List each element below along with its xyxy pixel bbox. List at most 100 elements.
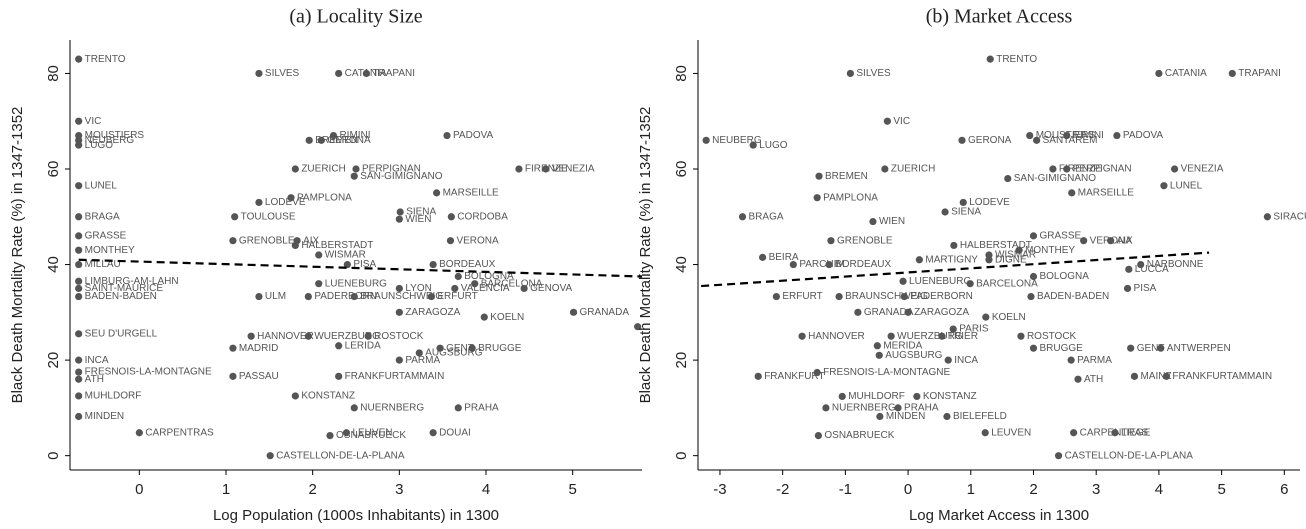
point-label: SILVES bbox=[856, 68, 891, 79]
point bbox=[887, 332, 895, 340]
point-label: LYON bbox=[405, 283, 432, 294]
point bbox=[515, 165, 523, 173]
point bbox=[75, 55, 83, 63]
x-tick-label: 3 bbox=[1092, 481, 1100, 498]
point-label: ULM bbox=[265, 291, 286, 302]
point-label: FIRENZE bbox=[1059, 164, 1102, 175]
point bbox=[814, 432, 823, 440]
point-label: VALENCIA bbox=[461, 283, 510, 294]
point-label: PISA bbox=[1134, 283, 1157, 294]
point-label: AUGSBURG bbox=[885, 350, 942, 361]
point-label: KONSTANZ bbox=[923, 391, 977, 402]
point bbox=[1063, 165, 1071, 173]
point bbox=[1063, 131, 1071, 140]
point bbox=[75, 292, 83, 301]
point bbox=[1029, 232, 1038, 240]
point-label: LEUVEN bbox=[352, 427, 392, 438]
point-label: LUGO bbox=[85, 140, 114, 151]
point-label: CATANIA bbox=[1165, 68, 1207, 79]
point-label: LIMBURG-AM-LAHN bbox=[85, 276, 179, 287]
point-label: TOULOUSE bbox=[241, 211, 296, 222]
point-label: VENEZIA bbox=[1181, 164, 1224, 175]
x-tick-label: 0 bbox=[135, 481, 143, 498]
x-tick-label: 1 bbox=[967, 481, 975, 498]
point bbox=[446, 237, 455, 245]
point bbox=[75, 182, 83, 190]
point bbox=[326, 432, 334, 440]
point bbox=[1107, 237, 1115, 245]
point bbox=[873, 342, 881, 350]
point-label: NUERNBERG bbox=[832, 403, 896, 414]
point-label: LUCCA bbox=[1135, 264, 1169, 275]
point bbox=[75, 260, 83, 269]
point-label: MONTHEY bbox=[1025, 245, 1075, 256]
point bbox=[291, 165, 299, 173]
point bbox=[471, 280, 479, 288]
point bbox=[1111, 429, 1119, 437]
point bbox=[427, 292, 435, 301]
point bbox=[395, 215, 403, 223]
x-tick-label: -3 bbox=[713, 481, 726, 498]
point bbox=[342, 429, 351, 437]
point-label: GRASSE bbox=[1039, 231, 1081, 242]
point-label: OSNABRUECK bbox=[824, 430, 894, 441]
point-label: INCA bbox=[954, 355, 978, 366]
point bbox=[1070, 429, 1078, 437]
point-label: MINDEN bbox=[85, 411, 124, 422]
point bbox=[1263, 213, 1271, 221]
point-label: MAINZ bbox=[1140, 371, 1171, 382]
point-label: CASTELLON-DE-LA-PLANA bbox=[276, 450, 405, 461]
point-label: SIENA bbox=[406, 207, 436, 218]
point-label: BREMEN bbox=[825, 171, 868, 182]
point bbox=[838, 392, 846, 401]
point bbox=[429, 260, 437, 269]
point bbox=[1027, 292, 1035, 301]
point bbox=[941, 208, 949, 216]
point-label: MILLAU bbox=[85, 259, 121, 270]
point-label: SIENA bbox=[951, 207, 981, 218]
point bbox=[1160, 182, 1168, 190]
point bbox=[1029, 272, 1038, 281]
point bbox=[317, 136, 325, 144]
point bbox=[291, 392, 299, 400]
point bbox=[1015, 246, 1023, 254]
point-label: SANTAREM bbox=[1043, 135, 1098, 146]
chart-title: (a) Locality Size bbox=[289, 6, 422, 28]
point bbox=[1170, 165, 1179, 173]
point-label: PERPIGNAN bbox=[1073, 164, 1132, 175]
point-label: BOLOGNA bbox=[464, 271, 514, 282]
point-label: INCA bbox=[85, 355, 109, 366]
point bbox=[335, 342, 343, 350]
point bbox=[75, 330, 83, 338]
point-label: KONSTANZ bbox=[301, 391, 355, 402]
point bbox=[229, 344, 237, 352]
point bbox=[255, 198, 263, 207]
point bbox=[749, 141, 757, 149]
point-label: PAMPLONA bbox=[823, 192, 878, 203]
point-label: KOELN bbox=[490, 312, 524, 323]
point bbox=[75, 277, 83, 285]
point-label: LUNEL bbox=[1170, 180, 1203, 191]
point-label: WIEN bbox=[879, 216, 905, 227]
point bbox=[1080, 237, 1088, 245]
point-label: BRAGA bbox=[85, 211, 120, 222]
x-axis-label: Log Market Access in 1300 bbox=[909, 507, 1089, 524]
point-label: HALBERSTADT bbox=[301, 240, 373, 251]
point bbox=[75, 246, 83, 254]
point bbox=[443, 131, 451, 140]
point bbox=[395, 356, 403, 364]
y-axis-label: Black Death Mortality Rate (%) in 1347-1… bbox=[637, 107, 654, 404]
point-label: PADOVA bbox=[1123, 130, 1164, 141]
point-label: ROSTOCK bbox=[1027, 331, 1077, 342]
point-label: TRENTO bbox=[85, 54, 126, 65]
point bbox=[304, 332, 312, 340]
point bbox=[702, 136, 710, 144]
point bbox=[1113, 131, 1121, 140]
point-label: PARMA bbox=[1077, 355, 1112, 366]
point-label: MARSEILLE bbox=[1078, 188, 1134, 199]
point-label: VERONA bbox=[456, 235, 499, 246]
y-axis-label: Black Death Mortality Rate (%) in 1347-1… bbox=[9, 107, 26, 404]
point bbox=[305, 136, 313, 144]
point bbox=[287, 194, 295, 202]
y-tick-label: 0 bbox=[673, 451, 690, 459]
